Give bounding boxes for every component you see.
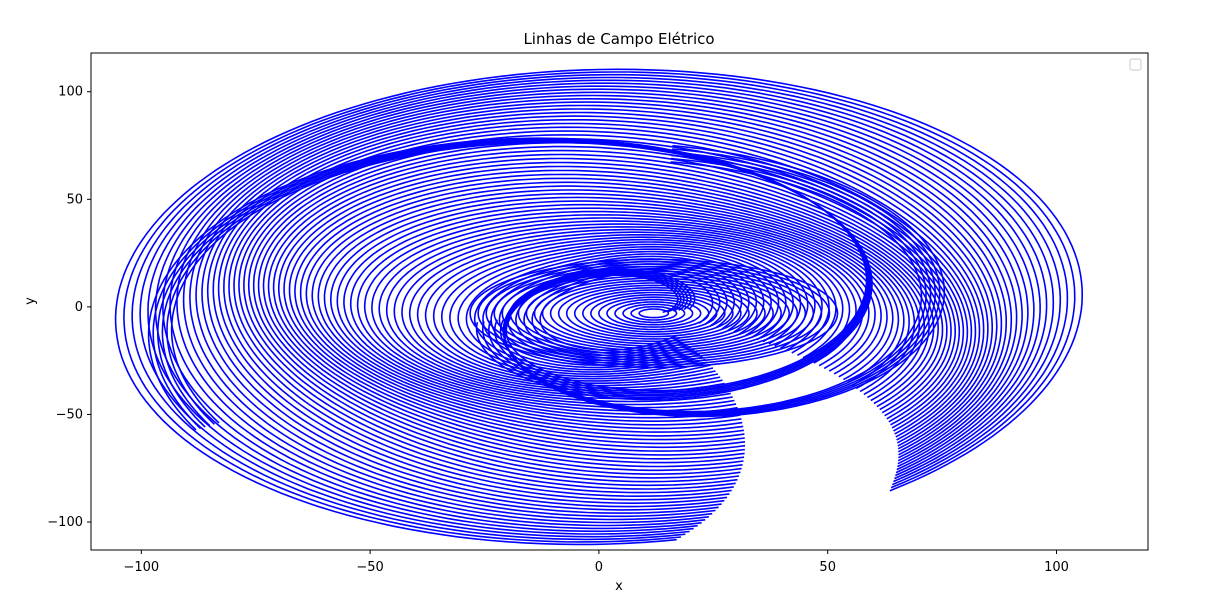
field-line — [288, 169, 935, 449]
field-line — [336, 200, 894, 419]
field-line — [311, 185, 916, 433]
field-line — [169, 88, 1035, 527]
field-line — [233, 126, 981, 490]
core-contour — [581, 291, 726, 335]
field-line — [257, 145, 961, 472]
field-line — [267, 153, 952, 464]
y-tick-label: 100 — [58, 85, 83, 100]
plot-frame — [90, 52, 1149, 551]
x-tick-label: 100 — [1044, 560, 1069, 575]
field-line — [247, 138, 969, 479]
field-line — [217, 115, 993, 501]
y-tick-label: −50 — [56, 407, 83, 422]
field-line — [212, 111, 998, 505]
legend-box — [1129, 58, 1142, 71]
field-line — [356, 210, 876, 409]
field-line — [378, 220, 857, 400]
y-axis-ticks: −100 −50 0 50 100 — [47, 85, 91, 530]
core-contour — [573, 289, 734, 338]
field-line — [176, 91, 1029, 524]
field-line — [343, 203, 888, 416]
field-line — [401, 228, 837, 392]
field-line — [182, 94, 1023, 521]
field-line — [440, 241, 802, 380]
field-line — [317, 189, 910, 430]
y-tick-label: 0 — [75, 300, 83, 315]
core-contour — [606, 298, 702, 328]
core-contour — [469, 258, 839, 369]
field-line — [393, 226, 844, 394]
field-line — [272, 157, 948, 460]
x-axis-label: x — [615, 579, 623, 594]
core-contour — [590, 294, 718, 333]
field-line — [114, 68, 1084, 546]
field-line — [363, 214, 870, 406]
field-line — [206, 108, 1003, 508]
field-line — [154, 82, 1048, 533]
field-line — [162, 85, 1041, 530]
field-line — [228, 122, 985, 494]
core-contour — [557, 284, 750, 343]
core-contour — [614, 301, 694, 326]
field-line — [262, 149, 957, 468]
field-line — [305, 181, 921, 437]
core-contour — [622, 303, 686, 324]
y-tick-label: −100 — [47, 515, 83, 530]
field-line — [131, 73, 1069, 541]
field-lines — [114, 68, 1084, 546]
core-contour — [565, 286, 742, 340]
core-contour — [541, 279, 766, 347]
field-line — [195, 101, 1013, 514]
x-tick-label: −100 — [123, 560, 159, 575]
field-line — [223, 119, 989, 498]
field-line — [323, 192, 905, 426]
x-tick-label: 0 — [595, 560, 603, 575]
field-line — [432, 238, 809, 382]
core-contour — [638, 308, 670, 319]
core-contour — [630, 305, 678, 321]
core-contour — [517, 272, 791, 354]
field-line — [189, 97, 1018, 518]
x-axis-ticks: −100 −50 0 50 100 — [123, 550, 1069, 575]
x-tick-label: 50 — [819, 560, 836, 575]
field-line — [123, 71, 1076, 543]
core-contour — [509, 270, 799, 357]
field-line — [299, 177, 925, 441]
core-contour — [525, 275, 782, 352]
chart-title: Linhas de Campo Elétrico — [523, 30, 714, 48]
x-tick-label: −50 — [356, 560, 383, 575]
core-contour — [501, 268, 807, 359]
field-line — [465, 248, 780, 373]
field-line — [371, 217, 864, 403]
core-contour — [493, 265, 815, 361]
core-contour — [598, 296, 710, 331]
field-line — [252, 141, 965, 475]
field-line — [201, 104, 1007, 511]
field-line — [283, 165, 940, 452]
core-contour — [485, 263, 823, 364]
field-line — [139, 76, 1062, 538]
field-line — [385, 223, 851, 397]
y-axis-label: y — [23, 297, 38, 305]
y-tick-label: 50 — [66, 192, 83, 207]
field-line — [147, 79, 1055, 535]
field-line — [294, 173, 930, 445]
field-line — [349, 207, 882, 412]
core-contour — [477, 260, 831, 366]
core-contour — [533, 277, 774, 350]
field-line — [278, 161, 944, 456]
core-contour — [549, 282, 758, 345]
